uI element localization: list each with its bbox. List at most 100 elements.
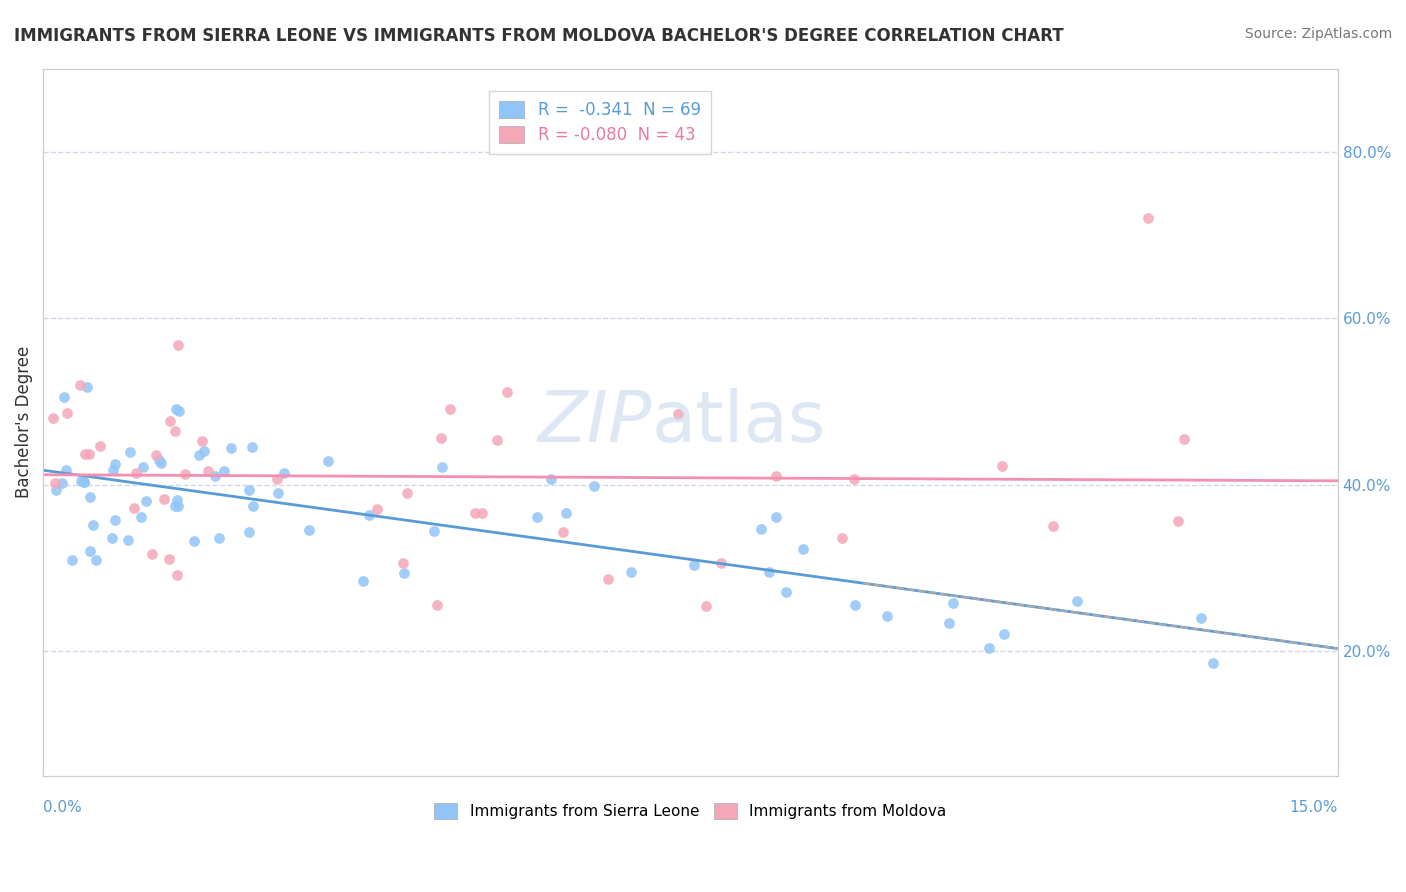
Point: [208, 531, 231, 545]
Point: [1173, 432, 1195, 446]
Point: [55, 463, 77, 477]
Point: [831, 531, 853, 545]
Point: [423, 524, 446, 538]
Point: [471, 506, 494, 520]
Point: [214, 464, 236, 478]
Point: [695, 599, 717, 613]
Point: [167, 404, 190, 418]
Point: [238, 525, 260, 540]
Point: [163, 424, 186, 438]
Point: [149, 456, 172, 470]
Point: [266, 472, 288, 486]
Point: [53, 391, 76, 405]
Point: [101, 531, 124, 545]
Point: [101, 463, 124, 477]
Point: [430, 431, 453, 445]
Point: [204, 469, 226, 483]
Point: [166, 567, 188, 582]
Point: [44, 476, 66, 491]
Point: [666, 407, 689, 421]
Point: [45, 483, 67, 498]
Point: [554, 507, 576, 521]
Point: [620, 565, 643, 579]
Point: [1189, 611, 1212, 625]
Legend: Immigrants from Sierra Leone, Immigrants from Moldova: Immigrants from Sierra Leone, Immigrants…: [429, 797, 953, 825]
Point: [153, 491, 176, 506]
Point: [60, 553, 83, 567]
Point: [765, 468, 787, 483]
Point: [298, 524, 321, 538]
Point: [876, 609, 898, 624]
Point: [118, 445, 141, 459]
Point: [77, 446, 100, 460]
Text: atlas: atlas: [652, 388, 827, 457]
Point: [792, 541, 814, 556]
Point: [426, 599, 449, 613]
Point: [145, 448, 167, 462]
Point: [710, 556, 733, 570]
Point: [104, 457, 127, 471]
Text: 15.0%: 15.0%: [1289, 799, 1337, 814]
Point: [79, 491, 101, 505]
Point: [240, 440, 263, 454]
Point: [41, 411, 63, 425]
Point: [125, 467, 148, 481]
Point: [84, 553, 107, 567]
Point: [1136, 211, 1159, 226]
Point: [166, 499, 188, 513]
Point: [749, 523, 772, 537]
Point: [430, 459, 453, 474]
Point: [165, 401, 187, 416]
Point: [495, 384, 517, 399]
Point: [70, 475, 93, 489]
Point: [938, 616, 960, 631]
Point: [163, 499, 186, 513]
Point: [366, 501, 388, 516]
Point: [104, 513, 127, 527]
Y-axis label: Bachelor's Degree: Bachelor's Degree: [15, 346, 32, 499]
Point: [1167, 514, 1189, 528]
Point: [76, 380, 98, 394]
Point: [51, 475, 73, 490]
Point: [553, 524, 575, 539]
Point: [596, 572, 619, 586]
Text: Source: ZipAtlas.com: Source: ZipAtlas.com: [1244, 27, 1392, 41]
Point: [157, 552, 180, 566]
Point: [775, 585, 797, 599]
Point: [197, 464, 219, 478]
Point: [89, 439, 111, 453]
Point: [69, 378, 91, 392]
Point: [765, 510, 787, 524]
Point: [191, 434, 214, 448]
Point: [1066, 594, 1088, 608]
Point: [117, 533, 139, 547]
Point: [141, 547, 163, 561]
Point: [540, 472, 562, 486]
Point: [1202, 656, 1225, 670]
Point: [316, 454, 339, 468]
Point: [73, 475, 96, 489]
Point: [79, 543, 101, 558]
Point: [392, 556, 415, 570]
Point: [148, 452, 170, 467]
Point: [242, 499, 264, 513]
Point: [758, 566, 780, 580]
Point: [187, 448, 209, 462]
Text: 0.0%: 0.0%: [44, 799, 82, 814]
Point: [73, 446, 96, 460]
Point: [267, 486, 290, 500]
Point: [352, 574, 374, 588]
Point: [395, 485, 418, 500]
Point: [1042, 518, 1064, 533]
Point: [464, 506, 486, 520]
Point: [844, 598, 866, 612]
Point: [273, 467, 295, 481]
Point: [174, 467, 197, 482]
Point: [131, 510, 153, 524]
Point: [439, 402, 461, 417]
Point: [357, 508, 380, 522]
Point: [55, 406, 77, 420]
Point: [842, 472, 865, 486]
Point: [990, 459, 1012, 474]
Point: [942, 596, 965, 610]
